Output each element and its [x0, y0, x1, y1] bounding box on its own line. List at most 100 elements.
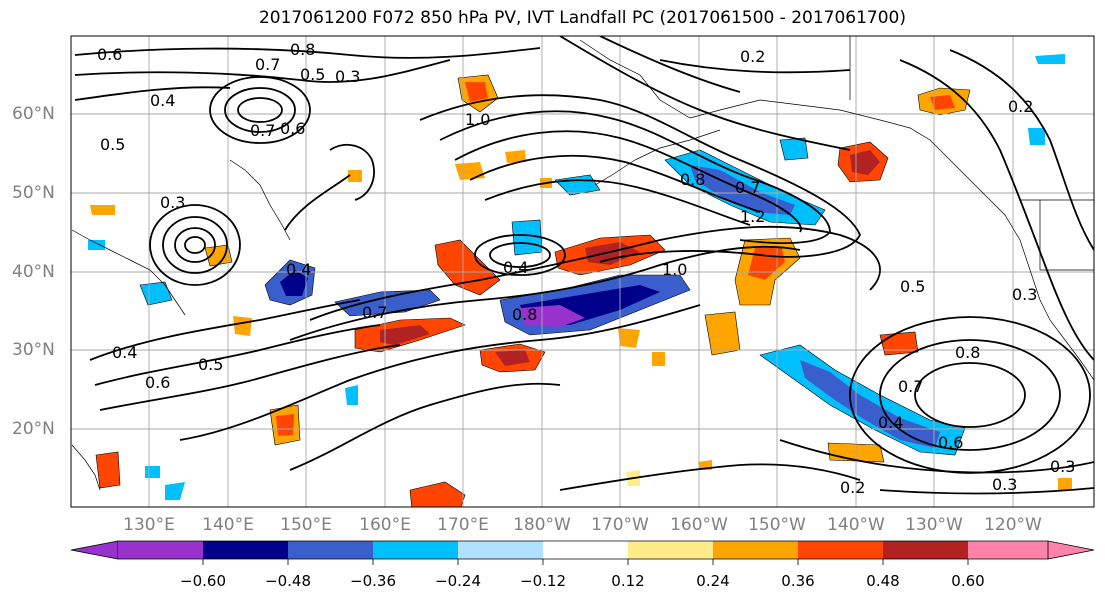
positive-anomaly-area	[276, 414, 294, 436]
colorbar	[70, 540, 1095, 565]
contour-label: 0.5	[900, 277, 925, 296]
contour-label: 0.8	[512, 305, 537, 324]
lon-label: 130°W	[905, 515, 963, 535]
colorbar-segment	[543, 541, 628, 559]
contour-label: 0.3	[1012, 285, 1037, 304]
contour-label: 0.2	[840, 478, 865, 497]
positive-anomaly-area	[455, 162, 485, 180]
negative-anomaly-area	[800, 360, 940, 448]
map-title: 2017061200 F072 850 hPa PV, IVT Landfall…	[258, 8, 906, 28]
negative-anomaly-area	[511, 219, 543, 256]
colorbar-tick-label: −0.36	[350, 572, 396, 590]
contour-label: 0.8	[290, 40, 315, 59]
contour-label: 0.3	[335, 67, 360, 86]
contour-label: 0.4	[286, 260, 311, 279]
lon-label: 130°E	[123, 515, 175, 535]
colorbar-segment	[203, 541, 288, 559]
contour-label: 0.7	[735, 178, 760, 197]
colorbar-segment	[458, 541, 543, 559]
lon-label: 160°W	[670, 515, 728, 535]
colorbar-segment	[798, 541, 883, 559]
lon-label: 160°E	[359, 515, 411, 535]
lat-label: 50°N	[12, 183, 55, 203]
positive-anomaly-area	[495, 350, 530, 366]
shaded-anomalies	[88, 54, 1072, 507]
colorbar-segment	[288, 541, 373, 559]
colorbar-tick-label: 0.60	[951, 572, 985, 590]
map-frame	[70, 35, 1095, 508]
lon-label: 140°W	[827, 515, 885, 535]
lat-label: 40°N	[12, 262, 55, 282]
colorbar-segment	[968, 541, 1048, 559]
colorbar-tick-label: −0.24	[435, 572, 481, 590]
contour-label: 0.7	[255, 55, 280, 74]
contour-label: 0.4	[112, 343, 137, 362]
lat-label: 60°N	[12, 104, 55, 124]
colorbar-segment	[70, 540, 119, 560]
negative-anomaly-area	[280, 270, 308, 296]
colorbar-tick-label: −0.48	[265, 572, 311, 590]
contour-label: 0.3	[1050, 457, 1075, 476]
colorbar-segment	[1047, 540, 1095, 560]
colorbar-tick-label: 0.48	[866, 572, 900, 590]
positive-anomaly-area	[505, 150, 526, 163]
contour-label: 0.5	[198, 355, 223, 374]
colorbar-tick-label: −0.60	[180, 572, 226, 590]
negative-anomaly-area	[139, 281, 173, 306]
positive-anomaly-area	[348, 170, 362, 182]
positive-anomaly-area	[465, 82, 488, 102]
contour-label: 0.5	[300, 65, 325, 84]
positive-anomaly-area	[930, 95, 955, 110]
negative-anomaly-area	[145, 466, 160, 478]
colorbar-segment	[713, 541, 798, 559]
colorbar-tick-label: 0.24	[696, 572, 730, 590]
positive-anomaly-area	[95, 451, 121, 489]
contour-label: 0.7	[362, 303, 387, 322]
contour-label: 0.4	[878, 413, 903, 432]
lon-label: 170°E	[437, 515, 489, 535]
positive-anomaly-area	[652, 352, 665, 366]
positive-anomaly-area	[704, 311, 741, 356]
contour-label: 0.6	[280, 119, 305, 138]
contour-label: 0.2	[1008, 97, 1033, 116]
contour-label: 0.4	[150, 91, 175, 110]
contour-label: 0.4	[503, 258, 528, 277]
positive-anomaly-area	[380, 325, 430, 345]
contour-label: 1.2	[740, 207, 765, 226]
positive-anomaly-area	[1058, 478, 1072, 490]
contour-label: 1.0	[465, 110, 490, 129]
negative-anomaly-area	[345, 385, 358, 405]
negative-anomaly-area	[88, 240, 105, 250]
contour-label: 0.8	[680, 170, 705, 189]
lat-label: 20°N	[12, 419, 55, 439]
contour-label: 1.0	[662, 260, 687, 279]
lon-label: 140°E	[202, 515, 254, 535]
graticule	[71, 36, 1094, 507]
lon-label: 120°W	[984, 515, 1042, 535]
pv-contours	[74, 36, 1094, 495]
negative-anomaly-area	[334, 289, 441, 317]
lon-label: 170°W	[591, 515, 649, 535]
contour-label: 0.6	[145, 373, 170, 392]
positive-anomaly-area	[204, 244, 233, 267]
colorbar-tick-label: −0.12	[520, 572, 566, 590]
positive-anomaly-area	[233, 316, 252, 336]
contour-label: 0.7	[250, 121, 275, 140]
contour-label: 0.3	[992, 475, 1017, 494]
positive-anomaly-area	[90, 205, 115, 215]
contour-label: 0.6	[938, 433, 963, 452]
colorbar-segment	[628, 541, 713, 559]
lon-label: 150°W	[748, 515, 806, 535]
colorbar-tick-label: 0.36	[781, 572, 815, 590]
colorbar-segment	[118, 541, 203, 559]
negative-anomaly-area	[1035, 54, 1065, 64]
contour-label: 0.6	[97, 45, 122, 64]
contour-label: 0.8	[955, 343, 980, 362]
colorbar-tick-label: 0.12	[611, 572, 645, 590]
positive-anomaly-area	[850, 150, 880, 175]
negative-anomaly-area	[520, 305, 585, 327]
lat-label: 30°N	[12, 340, 55, 360]
positive-anomaly-area	[618, 328, 640, 348]
positive-anomaly-area	[409, 481, 466, 507]
